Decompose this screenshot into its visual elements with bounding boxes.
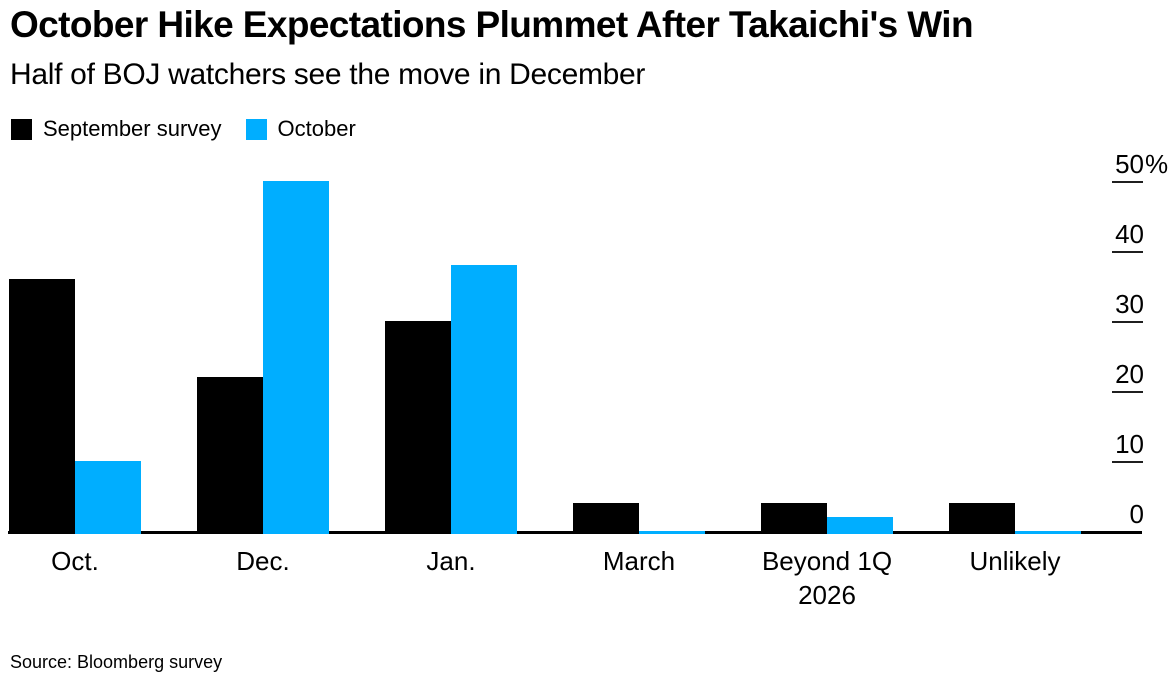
bar-september-beyond-1q-2026	[761, 503, 827, 534]
bar-september-march	[573, 503, 639, 534]
bar-october-march	[639, 531, 705, 534]
x-category-label: Beyond 1Q 2026	[761, 546, 893, 610]
chart-subtitle: Half of BOJ watchers see the move in Dec…	[10, 58, 646, 91]
bar-september-unlikely	[949, 503, 1015, 534]
legend-label-september: September survey	[43, 116, 222, 141]
bar-september-dec-	[197, 377, 263, 534]
bar-october-beyond-1q-2026	[827, 517, 893, 534]
bar-october-dec-	[263, 181, 329, 534]
bar-september-oct-	[9, 279, 75, 534]
bar-september-jan-	[385, 321, 451, 534]
y-tick-dash	[1112, 181, 1143, 183]
legend-item-september-survey: September survey	[11, 116, 222, 142]
x-category-label: Unlikely	[969, 546, 1061, 576]
bar-chart-plot-area: 0 10 20 30 40 50%	[8, 149, 1168, 534]
y-tick-label: 40	[1115, 219, 1144, 249]
legend-swatch-october-icon	[245, 118, 267, 140]
legend-label-october: October	[277, 116, 356, 141]
y-tick-dash	[1112, 321, 1143, 323]
y-tick-label: 30	[1115, 289, 1144, 319]
x-category-label: Oct.	[51, 546, 99, 576]
legend-swatch-september-icon	[11, 118, 32, 140]
legend: September survey October	[11, 116, 356, 142]
chart-title: October Hike Expectations Plummet After …	[10, 4, 974, 45]
source-note: Source: Bloomberg survey	[10, 652, 223, 672]
bar-october-unlikely	[1015, 531, 1081, 534]
y-tick-dash	[1112, 391, 1143, 393]
legend-item-october: October	[245, 116, 356, 142]
x-category-label: Dec.	[236, 546, 290, 576]
bar-october-oct-	[75, 461, 141, 534]
y-tick-dash	[1112, 461, 1143, 463]
y-tick-label: 20	[1115, 359, 1144, 389]
y-tick-dash	[1112, 251, 1143, 253]
x-category-label: Jan.	[426, 546, 476, 576]
y-tick-label: 0	[1129, 499, 1144, 529]
y-tick-label: 50	[1115, 149, 1144, 179]
bar-october-jan-	[451, 265, 517, 534]
y-tick-label: 10	[1115, 429, 1144, 459]
x-category-label: March	[602, 546, 676, 576]
percent-sign: %	[1145, 149, 1169, 179]
